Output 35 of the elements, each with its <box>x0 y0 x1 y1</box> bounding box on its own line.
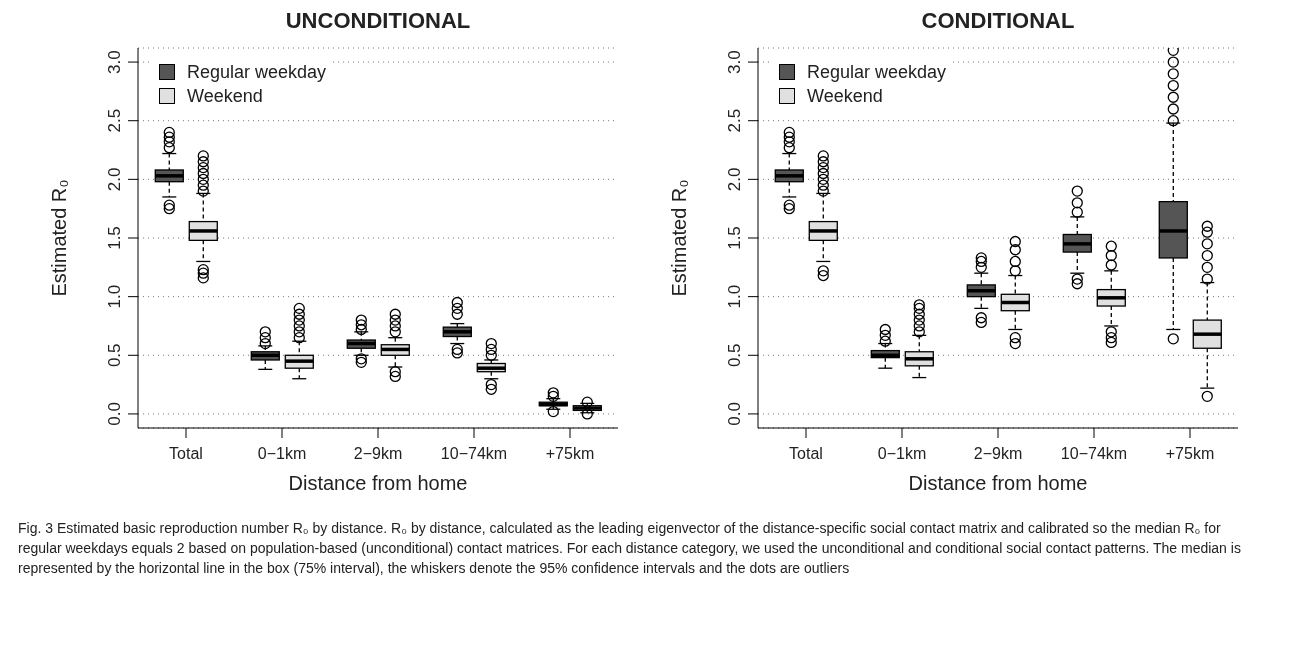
x-tick-label: 2−9km <box>353 445 403 463</box>
y-tick-label: 0.0 <box>105 402 124 426</box>
y-tick-label: 2.5 <box>105 108 124 133</box>
x-tick-label: Total <box>789 445 823 463</box>
x-tick-label: 2−9km <box>973 445 1023 463</box>
y-tick-label: 2.5 <box>725 108 744 133</box>
x-tick-label: 10−74km <box>1060 445 1128 463</box>
y-tick-label: 3.0 <box>105 50 124 74</box>
y-tick-label: 3.0 <box>725 50 744 74</box>
x-axis-title: Distance from home <box>908 472 1088 494</box>
x-tick-label: Total <box>169 445 203 463</box>
caption: Fig. 3 Estimated basic reproduction number R₀ by distance. R₀ by distance, calculated as the leading eigenvector of the distance-specific social contact matrix and calibrated so the median R₀ for regular weekdays equals 2 based on population-based (unconditional) contact matrices. For each distance category, we used the unconditional and conditional social contact patterns. The median is represented by the horizontal line in the box (75% interval), the whiskers denote the 95% confidence intervals and the dots are outliers <box>17 519 1242 578</box>
y-tick-label: 1.5 <box>725 226 744 250</box>
x-axis-title: Distance from home <box>288 472 468 494</box>
y-tick-label: 1.0 <box>105 284 124 309</box>
y-tick-label: 0.5 <box>725 343 744 368</box>
legend-label: Regular weekday <box>807 61 947 84</box>
chart-title: CONDITIONAL <box>920 8 1076 35</box>
x-tick-label: +75km <box>545 445 595 463</box>
chart-title: UNCONDITIONAL <box>284 8 472 35</box>
y-axis-title: Estimated R₀ <box>48 179 70 297</box>
y-tick-label: 0.5 <box>105 343 124 368</box>
y-tick-label: 2.0 <box>725 167 744 192</box>
y-tick-label: 0.0 <box>725 402 744 426</box>
legend-label: Regular weekday <box>187 61 327 84</box>
y-axis-title: Estimated R₀ <box>668 179 690 297</box>
x-tick-label: 0−1km <box>877 445 927 463</box>
x-tick-label: 0−1km <box>257 445 307 463</box>
y-tick-label: 2.0 <box>105 167 124 192</box>
x-tick-label: 10−74km <box>440 445 508 463</box>
legend-label: Weekend <box>807 85 883 108</box>
y-tick-label: 1.5 <box>105 226 124 250</box>
y-tick-label: 1.0 <box>725 284 744 309</box>
x-tick-label: +75km <box>1165 445 1215 463</box>
legend-label: Weekend <box>187 85 263 108</box>
